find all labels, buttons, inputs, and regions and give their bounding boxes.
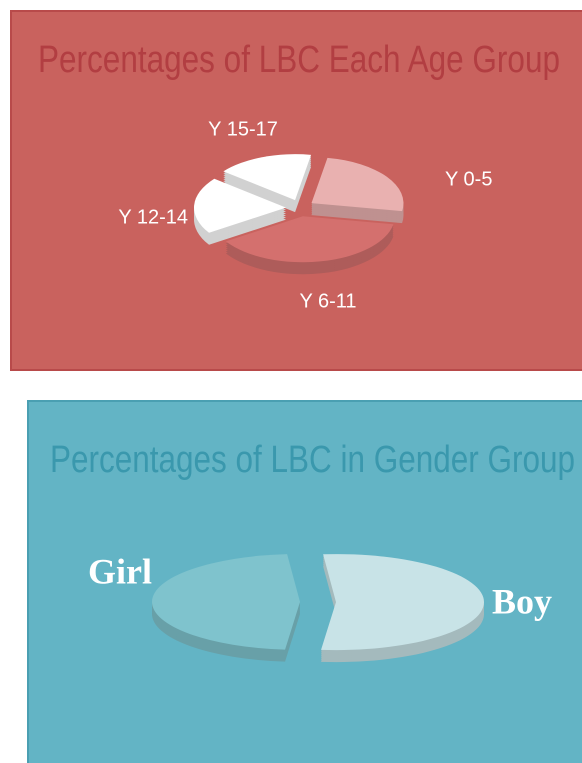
- slice-label: Y 0-5: [445, 168, 492, 190]
- chart-title: Percentages of LBC Each Age Group: [38, 39, 560, 81]
- slice-label: Y 12-14: [118, 206, 188, 228]
- slice-label: Y 6-11: [299, 290, 356, 312]
- slice-label: Girl: [88, 551, 152, 591]
- slice-label: Boy: [492, 581, 552, 621]
- pie-slice: [225, 216, 394, 263]
- pie-slice: [311, 157, 404, 212]
- pie-slice: [223, 154, 312, 201]
- pie-slice: [152, 554, 301, 650]
- gender-panel: [27, 400, 582, 763]
- slice-label: Y 15-17: [208, 118, 278, 140]
- pie-slice: [321, 554, 484, 651]
- chart-title: Percentages of LBC in Gender Group: [50, 439, 575, 481]
- pie-slice: [194, 178, 287, 233]
